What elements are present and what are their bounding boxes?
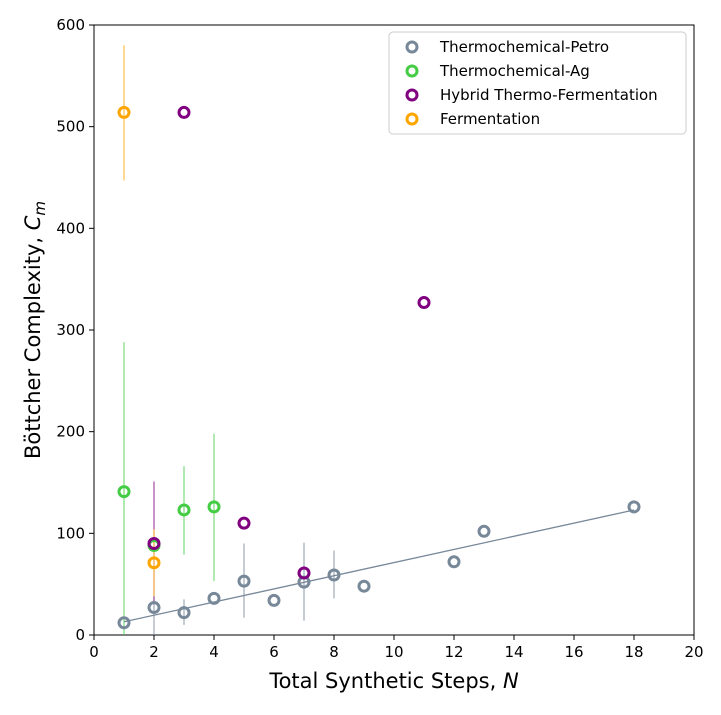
data-point	[237, 574, 251, 588]
legend-marker	[405, 112, 419, 126]
x-tick-label: 4	[209, 643, 219, 661]
data-point	[447, 555, 461, 569]
y-tick-label: 500	[56, 118, 85, 136]
legend-marker	[405, 40, 419, 54]
data-point	[147, 537, 161, 550]
data-point	[327, 568, 341, 582]
data-points	[117, 105, 641, 630]
data-point	[207, 500, 221, 514]
error-bars	[123, 45, 335, 635]
data-point	[147, 601, 161, 615]
x-tick-label: 18	[624, 643, 643, 661]
legend-marker	[405, 88, 419, 102]
y-axis-label: Böttcher Complexity, Cm	[21, 201, 49, 459]
y-tick-label: 600	[56, 16, 85, 34]
data-point	[117, 485, 131, 499]
x-tick-label: 12	[444, 643, 463, 661]
data-point	[417, 296, 431, 310]
data-point	[207, 591, 221, 605]
legend: Thermochemical-Petro Thermochemical-Ag Hyb…	[388, 31, 687, 135]
x-tick-label: 14	[504, 643, 523, 661]
x-tick-label: 6	[269, 643, 279, 661]
data-point	[237, 516, 251, 530]
legend-box	[388, 31, 687, 135]
x-axis-label: Total Synthetic Steps, N	[268, 669, 519, 693]
legend-label: Hybrid Thermo-Fermentation	[440, 86, 658, 104]
data-point	[177, 503, 191, 517]
data-point	[357, 579, 371, 593]
data-point	[117, 616, 131, 630]
y-tick-label: 200	[56, 423, 85, 441]
data-point	[477, 524, 491, 538]
fit-lines	[123, 509, 635, 623]
legend-label: Fermentation	[440, 110, 540, 128]
data-point	[627, 500, 641, 514]
y-tick-label: 300	[56, 321, 85, 339]
legend-marker	[405, 64, 419, 78]
x-tick-label: 0	[89, 643, 99, 661]
y-tick-label: 400	[56, 219, 85, 237]
x-tick-label: 20	[684, 643, 703, 661]
data-point	[177, 105, 191, 119]
legend-label: Thermochemical-Ag	[439, 62, 590, 80]
x-tick-label: 2	[149, 643, 159, 661]
trend-line	[123, 509, 635, 623]
legend-items: Thermochemical-Petro Thermochemical-Ag Hyb…	[405, 38, 658, 128]
x-tick-label: 16	[564, 643, 583, 661]
y-tick-label: 0	[75, 626, 85, 644]
data-point	[297, 566, 311, 580]
y-tick-label: 100	[56, 524, 85, 542]
data-point	[267, 593, 281, 607]
data-point	[177, 606, 191, 620]
legend-label: Thermochemical-Petro	[439, 38, 609, 56]
data-point	[117, 105, 131, 119]
x-tick-label: 10	[384, 643, 403, 661]
data-point	[147, 556, 161, 570]
x-tick-label: 8	[329, 643, 339, 661]
